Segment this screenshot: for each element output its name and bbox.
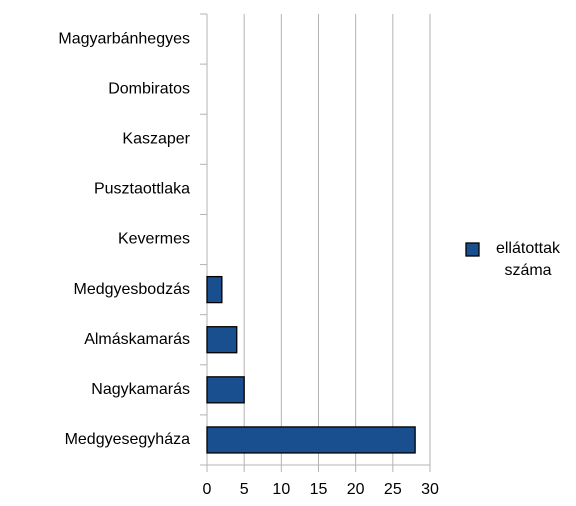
y-tick-label: Almáskamarás — [84, 331, 190, 348]
legend-label: ellátottak száma — [495, 240, 561, 279]
y-tick-label: Medgyesbodzás — [73, 281, 190, 298]
legend-swatch — [465, 242, 480, 257]
y-tick-label: Kevermes — [118, 231, 190, 248]
y-tick-label: Pusztaottlaka — [94, 181, 190, 198]
y-tick-label: Kaszaper — [122, 130, 190, 147]
x-tick-label: 10 — [272, 481, 290, 498]
x-tick-label: 15 — [310, 481, 328, 498]
x-tick-label: 0 — [203, 481, 212, 498]
x-tick-label: 30 — [421, 481, 439, 498]
y-tick-label: Magyarbánhegyes — [58, 30, 190, 47]
y-tick-label: Dombiratos — [108, 80, 190, 97]
bar — [206, 426, 416, 454]
y-tick-label: Medgyesegyháza — [65, 431, 191, 448]
bar — [206, 326, 238, 354]
y-tick-label: Nagykamarás — [91, 381, 190, 398]
x-tick-label: 25 — [384, 481, 402, 498]
x-tick-label: 20 — [347, 481, 365, 498]
bar — [206, 376, 245, 404]
bar — [206, 275, 223, 304]
x-tick-label: 5 — [240, 481, 249, 498]
